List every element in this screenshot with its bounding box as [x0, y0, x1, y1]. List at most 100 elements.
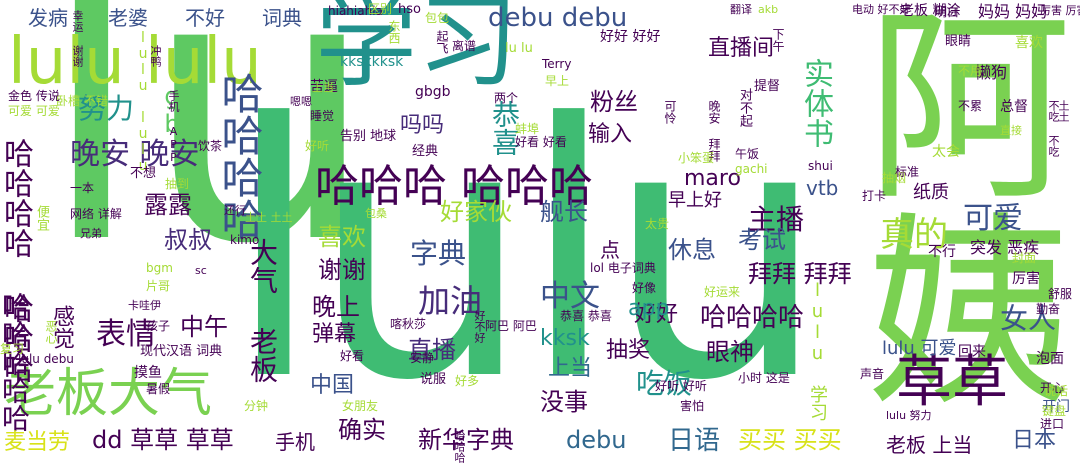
cloud-word: 买买 买买 [738, 426, 842, 454]
cloud-word: hiahiahia [328, 4, 383, 18]
cloud-word: kkskkksk [340, 54, 404, 70]
cloud-word: kksk [540, 326, 590, 351]
cloud-word: 说话 [1044, 384, 1069, 398]
cloud-word: lulu lulu [135, 30, 151, 174]
cloud-word: 眼神 [706, 338, 754, 366]
cloud-word: 回来 [958, 344, 986, 360]
cloud-word: 考试 [738, 226, 786, 254]
cloud-word: lulu 努力 [886, 409, 932, 422]
cloud-word: 下午 [771, 28, 785, 52]
cloud-word: 可爱 可爱 [8, 104, 60, 118]
cloud-word: 上当 [548, 356, 593, 381]
cloud-word: 抽到 [165, 177, 190, 191]
cloud-word: 声音 [860, 367, 885, 381]
cloud-word: 感觉 [49, 305, 74, 349]
cloud-word: Terry [542, 57, 572, 71]
cloud-word: 告别 地球 [340, 129, 397, 144]
cloud-word: 便宜 [34, 205, 49, 231]
cloud-word: 草草 [896, 350, 1008, 415]
cloud-word: 金色 传说 [8, 89, 60, 103]
cloud-word: 晚安 拜拜 [707, 100, 721, 162]
cloud-word: 好看 好看 [515, 135, 567, 149]
cloud-word: 孩子 [146, 319, 171, 333]
cloud-word: 对不起 [737, 88, 752, 127]
cloud-word: 阿巴 阿巴 [485, 319, 537, 333]
cloud-word: 中文 [540, 279, 600, 314]
cloud-word: 还行 [224, 204, 246, 217]
cloud-word: 不吃 不吃 [1047, 100, 1060, 157]
cloud-word: 懒狗 [975, 63, 1008, 82]
cloud-word: 厉害 厉害 [1040, 4, 1080, 17]
cloud-word: 上当 [312, 81, 334, 94]
cloud-word: 手机 APP [167, 90, 180, 164]
cloud-word: 哈哈哈哈 [215, 72, 264, 240]
cloud-word: 太会 [932, 144, 960, 160]
cloud-word: 卡哇伊 [128, 299, 161, 312]
cloud-word: 舰长 [540, 198, 588, 226]
cloud-word: 好运来 [704, 285, 741, 299]
cloud-word: 好多 [455, 374, 480, 388]
cloud-word: 复习 [0, 342, 25, 356]
cloud-word: 实体书 [798, 58, 833, 148]
cloud-word: 区别 [368, 2, 393, 16]
cloud-word: 字典 [410, 237, 467, 270]
cloud-word: 兄弟 [80, 227, 102, 240]
cloud-word: 主播 [748, 203, 805, 236]
cloud-word: 安静 [410, 351, 435, 365]
cloud-word: 好听 好听 [655, 379, 707, 393]
cloud-word: 起飞 [435, 30, 449, 54]
cloud-word: 封面 [1012, 251, 1037, 265]
cloud-word: gbgb [415, 84, 451, 100]
cloud-word: 阿姨 [831, 0, 1071, 410]
cloud-word: 老板 上当 [886, 433, 973, 457]
cloud-word: 分钟 [244, 399, 269, 413]
cloud-word: 中国 [310, 373, 355, 398]
cloud-word: 可怜 [663, 100, 677, 124]
cloud-word: app [628, 296, 670, 321]
cloud-word: 努力 [78, 92, 135, 125]
cloud-word: 电动 好不好 [852, 3, 911, 16]
cloud-word: 拜拜 拜拜 [748, 260, 852, 288]
cloud-word: gb [158, 82, 186, 138]
cloud-word: 眼睛 [945, 34, 972, 49]
cloud-word: 真的 [880, 215, 948, 255]
cloud-word: 勤奋 [1036, 302, 1061, 316]
cloud-word: 喀秋莎 [390, 317, 427, 331]
cloud-word: 提督 [754, 79, 781, 94]
cloud-word: 喜欢 [1015, 35, 1043, 51]
cloud-word: 舒服 [1048, 287, 1073, 301]
cloud-word: 现代汉语 词典 [140, 344, 223, 359]
cloud-word: 新华字典 [418, 426, 514, 454]
cloud-word: 一本 [70, 181, 95, 195]
cloud-word: 小时 这是 [738, 371, 790, 385]
cloud-word: 哈哈哈 哈哈哈哈 [453, 430, 466, 463]
cloud-word: hso [398, 2, 421, 17]
cloud-word: 开心 [1040, 381, 1065, 395]
cloud-word: 恭喜 恭喜 [560, 309, 612, 323]
cloud-word: 摸鱼 [134, 365, 162, 381]
cloud-word: 嗯嗯 [290, 95, 312, 108]
cloud-word: 不累 [958, 99, 983, 113]
cloud-word: 中午 [180, 313, 228, 341]
cloud-word: bgm [146, 261, 173, 275]
cloud-word: 饮茶 [198, 139, 223, 153]
cloud-word: 幸运 谢谢 [71, 10, 84, 67]
cloud-word: vtb [806, 176, 839, 200]
cloud-word: maro [684, 166, 741, 191]
cloud-word: 哈哈哈哈 哈哈哈 [0, 138, 33, 383]
cloud-word: 暑假 [146, 382, 171, 396]
cloud-word: 恭喜 [488, 100, 521, 156]
cloud-word: 标准 [895, 165, 920, 179]
cloud-word: 没事 [540, 388, 588, 416]
cloud-word: 恶心 [44, 320, 58, 344]
cloud-word: 大气 老板 [246, 238, 279, 383]
cloud-word: 不用 [958, 64, 983, 78]
cloud-word: 女人 [1000, 302, 1057, 335]
cloud-word: debu [566, 426, 627, 454]
cloud-word: 词典 [262, 6, 302, 30]
cloud-word: 泡面 [1036, 351, 1064, 367]
cloud-word: 抽奖 [606, 338, 651, 363]
cloud-word: 老板大气 [4, 364, 213, 424]
cloud-word: 太贵 [645, 217, 670, 231]
